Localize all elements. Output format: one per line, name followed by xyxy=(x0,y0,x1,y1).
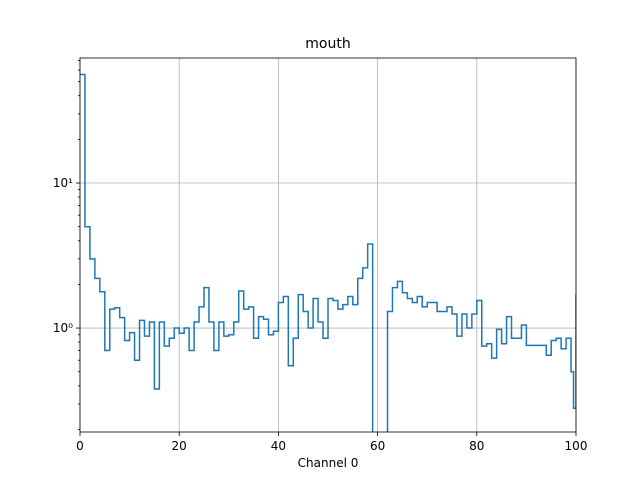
x-tick-label: 20 xyxy=(172,439,187,453)
x-tick-label: 40 xyxy=(271,439,286,453)
plot-frame xyxy=(79,57,577,433)
x-tick-label: 0 xyxy=(76,439,84,453)
y-tick-label: 10¹ xyxy=(53,176,73,190)
x-axis-label: Channel 0 xyxy=(298,456,359,470)
data-line xyxy=(80,73,576,432)
x-tick-label: 100 xyxy=(565,439,588,453)
x-tick-label: 60 xyxy=(370,439,385,453)
x-tick-label: 80 xyxy=(469,439,484,453)
chart-title: mouth xyxy=(305,36,350,52)
y-tick-label: 10⁰ xyxy=(53,321,73,335)
